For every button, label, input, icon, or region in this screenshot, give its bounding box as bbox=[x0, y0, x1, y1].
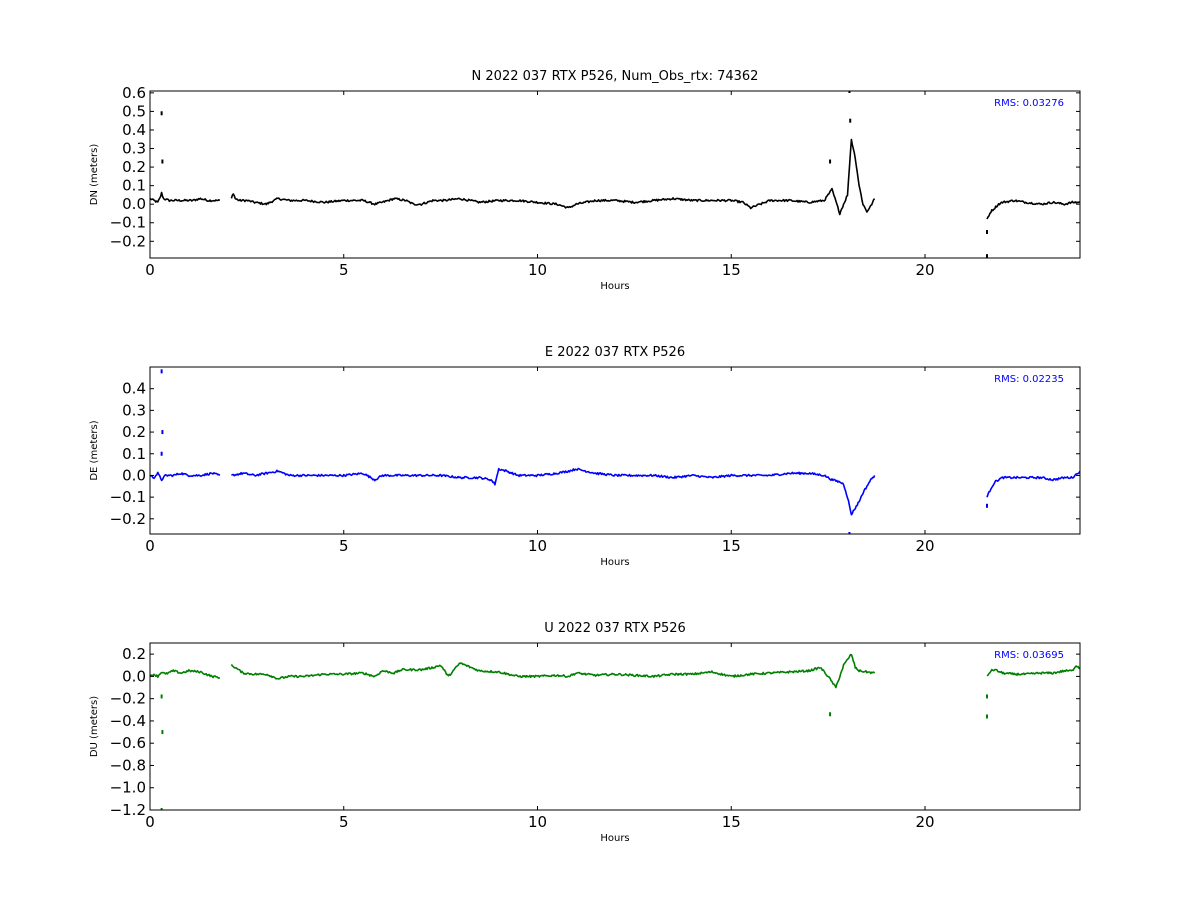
chart-title-east: E 2022 037 RTX P526 bbox=[545, 345, 685, 360]
series-trace-north-2 bbox=[986, 199, 1080, 220]
outlier-point-north-6 bbox=[986, 254, 988, 258]
x-axis-label-east: Hours bbox=[600, 557, 629, 568]
y-axis-label-east: DE (meters) bbox=[89, 420, 100, 480]
y-tick-label-east: 0.4 bbox=[122, 380, 146, 398]
outlier-point-east-4 bbox=[986, 503, 988, 508]
outlier-point-up-0 bbox=[160, 694, 163, 699]
outlier-point-north-4 bbox=[849, 118, 852, 123]
x-tick-label-up: 15 bbox=[722, 813, 741, 831]
x-tick-label-up: 5 bbox=[339, 813, 349, 831]
plot-area-up bbox=[150, 653, 1080, 810]
y-tick-label-up: 0.0 bbox=[122, 667, 146, 685]
series-trace-up-0 bbox=[150, 669, 221, 680]
series-trace-east-0 bbox=[150, 471, 221, 482]
series-trace-north-0 bbox=[150, 191, 221, 203]
x-tick-label-east: 0 bbox=[145, 537, 155, 555]
outlier-point-east-2 bbox=[160, 451, 163, 456]
axes-frame-up bbox=[149, 642, 1081, 811]
outlier-point-north-0 bbox=[160, 111, 163, 116]
panel-up: U 2022 037 RTX P526 0.2 0.0 −0.2 −0.4 −0.6 −0.… bbox=[89, 621, 1081, 844]
outlier-point-up-4 bbox=[986, 714, 988, 719]
x-tick-label-up: 20 bbox=[915, 813, 934, 831]
outlier-point-east-0 bbox=[160, 369, 163, 374]
panel-north: N 2022 037 RTX P526, Num_Obs_rtx: 74362 0… bbox=[89, 69, 1081, 292]
x-tick-label-north: 0 bbox=[145, 261, 155, 279]
y-tick-label-north: 0.4 bbox=[122, 121, 146, 139]
outlier-point-north-5 bbox=[986, 230, 988, 235]
x-tick-label-east: 5 bbox=[339, 537, 349, 555]
x-tick-label-up: 0 bbox=[145, 813, 155, 831]
x-tick-label-east: 15 bbox=[722, 537, 741, 555]
y-axis-label-up: DU (meters) bbox=[89, 696, 100, 757]
x-tick-label-east: 20 bbox=[915, 537, 934, 555]
y-tick-label-east: −0.1 bbox=[110, 488, 146, 506]
outlier-point-east-1 bbox=[161, 430, 164, 435]
rms-annotation-east: RMS: 0.02235 bbox=[994, 374, 1064, 385]
y-tick-label-north: 0.6 bbox=[122, 84, 146, 102]
series-trace-north-1 bbox=[230, 138, 876, 216]
x-tick-label-east: 10 bbox=[528, 537, 547, 555]
outlier-point-north-2 bbox=[829, 159, 832, 164]
x-tick-label-north: 20 bbox=[915, 261, 934, 279]
y-tick-label-up: −1.0 bbox=[110, 779, 146, 797]
y-tick-label-up: −0.4 bbox=[110, 712, 146, 730]
y-tick-label-up: −0.2 bbox=[110, 690, 146, 708]
y-tick-label-north: 0.1 bbox=[122, 177, 146, 195]
y-tick-label-up: −0.6 bbox=[110, 734, 146, 752]
outlier-point-up-5 bbox=[986, 694, 988, 699]
outlier-point-up-3 bbox=[829, 712, 832, 717]
y-axis-label-north: DN (meters) bbox=[89, 144, 100, 206]
chart-title-up: U 2022 037 RTX P526 bbox=[544, 621, 686, 636]
y-tick-label-east: 0.3 bbox=[122, 401, 146, 419]
outlier-point-north-1 bbox=[161, 159, 164, 164]
series-trace-east-1 bbox=[231, 467, 876, 516]
series-trace-up-1 bbox=[230, 653, 876, 689]
y-tick-label-east: −0.2 bbox=[110, 510, 146, 528]
panel-east: E 2022 037 RTX P526 0.4 0.3 0.2 0.1 0.0 −0.1 −0… bbox=[89, 345, 1081, 568]
x-axis-label-up: Hours bbox=[600, 833, 629, 844]
y-tick-label-north: 0.3 bbox=[122, 140, 146, 158]
chart-title-north: N 2022 037 RTX P526, Num_Obs_rtx: 74362 bbox=[472, 69, 759, 84]
y-tick-label-east: 0.1 bbox=[122, 445, 146, 463]
y-tick-label-up: −0.8 bbox=[110, 756, 146, 774]
series-trace-up-2 bbox=[986, 665, 1080, 677]
axes-frame-east bbox=[149, 366, 1081, 535]
y-tick-label-north: 0.5 bbox=[122, 102, 146, 120]
axes-frame-north bbox=[149, 90, 1081, 259]
outlier-point-north-3 bbox=[848, 91, 851, 93]
y-tick-label-north: −0.2 bbox=[110, 232, 146, 250]
outlier-point-up-2 bbox=[160, 808, 163, 810]
rms-annotation-up: RMS: 0.03695 bbox=[994, 650, 1064, 661]
x-tick-label-up: 10 bbox=[528, 813, 547, 831]
outlier-point-up-1 bbox=[161, 730, 164, 735]
x-tick-label-north: 5 bbox=[339, 261, 349, 279]
y-tick-label-east: 0.2 bbox=[122, 423, 146, 441]
x-tick-label-north: 15 bbox=[722, 261, 741, 279]
plot-area-north bbox=[150, 91, 1080, 258]
y-tick-label-up: −1.2 bbox=[110, 801, 146, 819]
y-tick-label-north: 0.2 bbox=[122, 158, 146, 176]
y-tick-label-north: −0.1 bbox=[110, 214, 146, 232]
outlier-point-east-3 bbox=[848, 532, 851, 534]
y-tick-label-north: 0.0 bbox=[122, 195, 146, 213]
rms-annotation-north: RMS: 0.03276 bbox=[994, 98, 1064, 109]
plot-area-east bbox=[150, 369, 1080, 534]
x-axis-label-north: Hours bbox=[600, 281, 629, 292]
y-tick-label-up: 0.2 bbox=[122, 645, 146, 663]
series-trace-east-2 bbox=[986, 470, 1080, 498]
x-tick-label-north: 10 bbox=[528, 261, 547, 279]
y-tick-label-east: 0.0 bbox=[122, 466, 146, 484]
